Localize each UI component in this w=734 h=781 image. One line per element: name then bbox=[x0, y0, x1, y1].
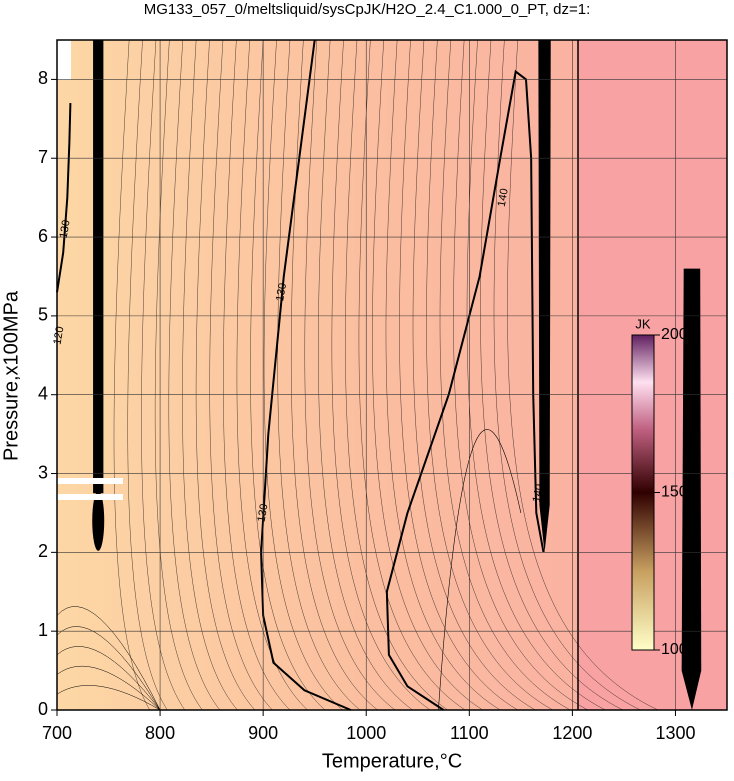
x-axis-label: Temperature,°C bbox=[322, 750, 462, 772]
contour-label: 130 bbox=[58, 219, 73, 239]
y-tick-label: 8 bbox=[38, 68, 48, 88]
thin-contour bbox=[182, 39, 238, 711]
thin-contour bbox=[331, 39, 431, 711]
y-axis-label: Pressure,x100MPa bbox=[0, 290, 22, 461]
x-tick-label: 1300 bbox=[655, 723, 695, 743]
blank bbox=[57, 478, 123, 484]
colorbar-tick-label: 100 bbox=[661, 641, 688, 658]
dense-band bbox=[681, 268, 702, 710]
thin-contour bbox=[56, 626, 161, 711]
y-tick-label: 6 bbox=[38, 226, 48, 246]
contour-line bbox=[385, 69, 545, 711]
thin-contour bbox=[399, 39, 518, 711]
dense-band bbox=[92, 490, 105, 551]
thin-contour bbox=[493, 39, 641, 711]
y-tick-label: 1 bbox=[38, 620, 48, 640]
contour-label: 140 bbox=[496, 188, 511, 208]
thin-contour bbox=[453, 39, 588, 711]
blank bbox=[57, 40, 71, 80]
thin-contour bbox=[507, 39, 659, 711]
thin-contour bbox=[195, 39, 256, 711]
dense-band bbox=[93, 40, 104, 494]
thin-contour bbox=[56, 685, 161, 711]
y-tick-label: 0 bbox=[38, 699, 48, 719]
x-tick-label: 800 bbox=[145, 723, 175, 743]
thin-contour bbox=[56, 606, 161, 711]
thin-contour bbox=[223, 39, 291, 711]
contour-label: 140 bbox=[531, 483, 546, 503]
thin-contour bbox=[277, 39, 361, 711]
thin-contour bbox=[263, 39, 343, 711]
y-tick-label: 3 bbox=[38, 462, 48, 482]
x-tick-label: 900 bbox=[248, 723, 278, 743]
thin-contour bbox=[56, 646, 161, 711]
thin-contour bbox=[480, 39, 624, 711]
thin-contour bbox=[168, 39, 221, 711]
x-tick-label: 700 bbox=[42, 723, 72, 743]
y-tick-label: 5 bbox=[38, 305, 48, 325]
thin-contour bbox=[250, 39, 326, 711]
x-tick-label: 1100 bbox=[450, 723, 489, 743]
plot-frame bbox=[56, 39, 728, 711]
thin-contour bbox=[345, 39, 448, 711]
thin-contour bbox=[209, 39, 273, 711]
thin-contour bbox=[466, 39, 606, 711]
thin-contour bbox=[385, 39, 501, 711]
thin-contour bbox=[56, 665, 161, 711]
blank bbox=[57, 494, 123, 500]
contour-label: 120 bbox=[51, 325, 66, 345]
contour-label: 130 bbox=[274, 282, 289, 302]
thin-contour bbox=[438, 429, 522, 711]
colorbar-tick-label: 150 bbox=[661, 484, 688, 501]
thin-contour bbox=[358, 39, 466, 711]
thin-contour bbox=[127, 39, 168, 711]
x-tick-label: 1000 bbox=[346, 723, 386, 743]
thin-contour bbox=[426, 39, 553, 711]
thin-contour bbox=[318, 39, 413, 711]
colorbar-tick-label: 200 bbox=[661, 326, 688, 343]
chart-title: MG133_057_0/meltsliquid/sysCpJK/H2O_2.4_… bbox=[144, 1, 591, 18]
y-tick-label: 4 bbox=[38, 383, 48, 403]
y-tick-label: 7 bbox=[38, 147, 48, 167]
x-tick-label: 1200 bbox=[552, 723, 592, 743]
colorbar-label: JK bbox=[635, 316, 651, 331]
thin-contour bbox=[304, 39, 396, 711]
thin-contour bbox=[372, 39, 483, 711]
thin-contour bbox=[154, 39, 203, 711]
thin-contour bbox=[141, 39, 186, 711]
dense-band bbox=[538, 40, 551, 553]
contour-line bbox=[56, 103, 72, 293]
colorbar bbox=[631, 334, 655, 651]
y-tick-label: 2 bbox=[38, 541, 48, 561]
thin-contour bbox=[439, 39, 571, 711]
